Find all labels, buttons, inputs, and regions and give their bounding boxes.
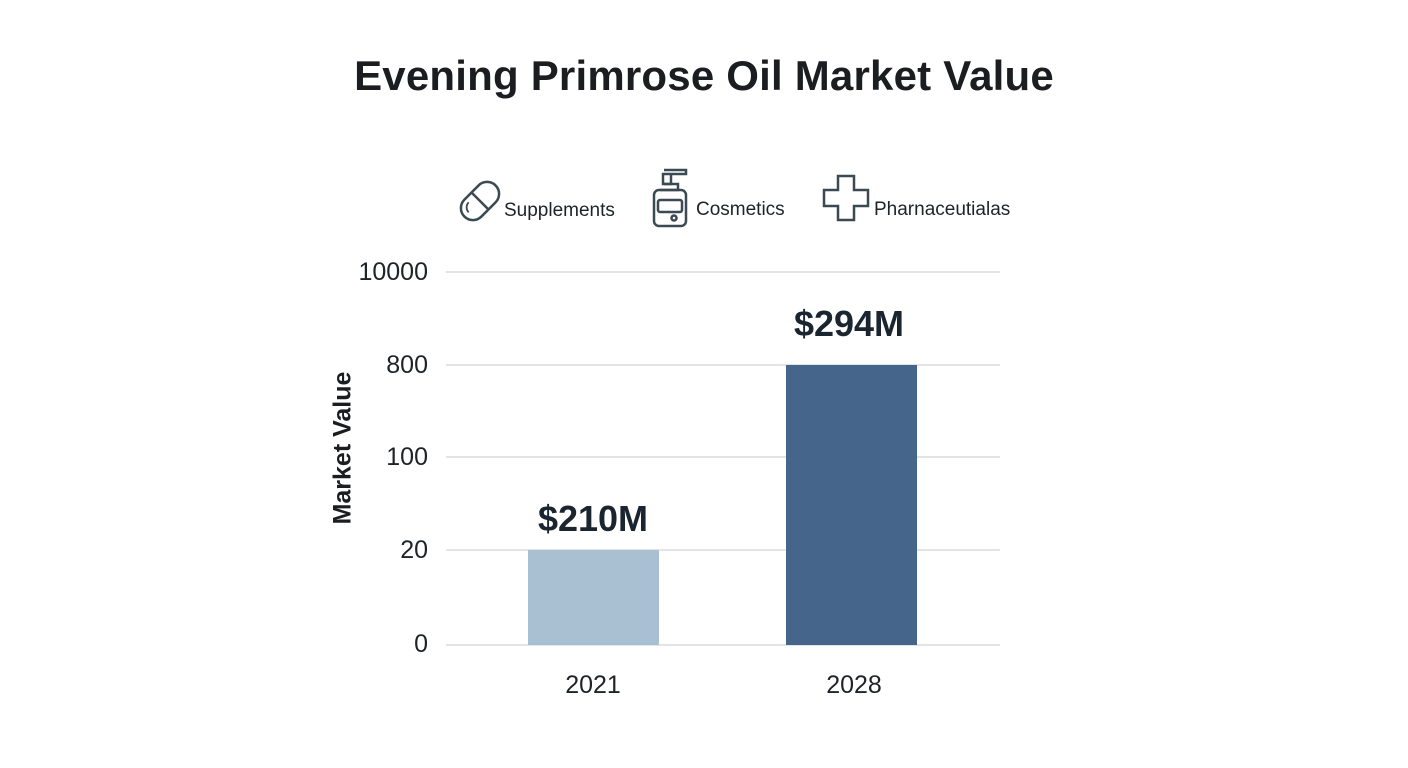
bar-2021 (528, 550, 659, 645)
x-tick-label-2028: 2028 (826, 671, 882, 699)
legend-label: Supplements (504, 200, 615, 221)
gridline (446, 364, 1000, 366)
pump-bottle-icon (650, 166, 690, 230)
medical-cross-icon (822, 174, 870, 222)
chart-title: Evening Primrose Oil Market Value (354, 52, 1054, 99)
legend-item-pharmaceuticals: Pharnaceutialas (822, 174, 1010, 222)
legend-item-cosmetics: Cosmetics (650, 166, 785, 230)
y-tick-label: 20 (400, 536, 428, 564)
y-tick-label: 0 (414, 630, 428, 658)
y-tick-label: 800 (386, 351, 428, 379)
gridline (446, 456, 1000, 458)
gridline (446, 549, 1000, 551)
bar-value-label-2028: $294M (793, 303, 905, 344)
gridline (446, 271, 1000, 273)
baseline (446, 644, 1000, 646)
legend-label: Cosmetics (696, 199, 785, 220)
bar-value-label-2021: $210M (537, 498, 649, 539)
y-tick-label: 100 (386, 443, 428, 471)
legend-label: Pharnaceutialas (874, 199, 1011, 220)
capsule-icon (452, 172, 508, 230)
legend-item-supplements: Supplements (452, 172, 615, 230)
bar-2028 (786, 365, 917, 645)
x-tick-label-2021: 2021 (565, 671, 621, 699)
y-tick-label: 10000 (358, 258, 428, 286)
